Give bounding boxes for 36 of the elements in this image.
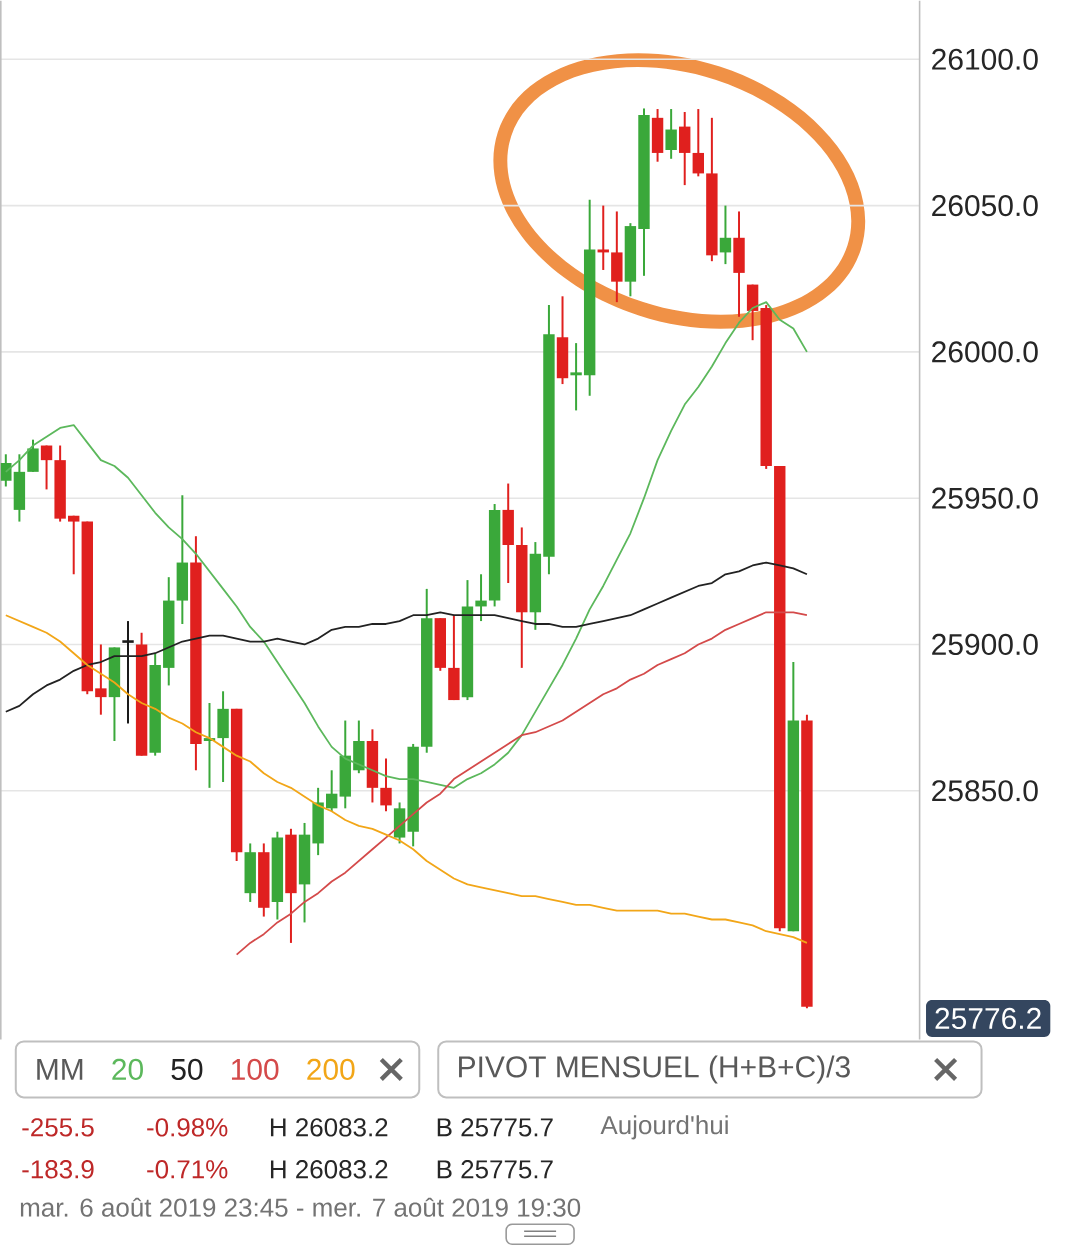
text: 100 <box>231 1058 279 1081</box>
candlestick <box>719 204 731 266</box>
y-tick-label: 25900.0 <box>931 633 1038 656</box>
candlestick <box>0 453 12 488</box>
candlestick <box>665 108 677 160</box>
text: B 25775.7 <box>437 1118 553 1137</box>
text: 25776.2 <box>935 1007 1041 1030</box>
text: 200 <box>307 1058 355 1081</box>
text: mar. 6 août 2019 23:45 - mer. 7 août 2019 19:30 <box>20 1197 580 1217</box>
candlestick <box>475 573 487 623</box>
candlestick <box>692 108 704 178</box>
candlestick <box>570 342 582 412</box>
text: -183.9 <box>22 1160 94 1179</box>
y-tick-label: 25850.0 <box>931 780 1038 802</box>
text: H 26083.2 <box>270 1118 388 1137</box>
text: -0.98% <box>146 1118 228 1137</box>
y-tick-label: 26100.0 <box>931 48 1038 70</box>
candlestick <box>325 769 338 813</box>
candlestick <box>380 757 392 813</box>
candlestick <box>94 643 107 716</box>
text: PIVOT MENSUEL (H+B+C)/3 <box>458 1055 850 1084</box>
candlestick <box>40 444 53 491</box>
legend-title: MM <box>37 1059 83 1080</box>
text: 50 <box>171 1058 203 1081</box>
text: -0.71% <box>146 1160 228 1179</box>
y-tick-label: 26050.0 <box>931 194 1038 217</box>
text: 20 <box>112 1058 143 1081</box>
text: B 25775.7 <box>437 1160 553 1179</box>
text: Aujourd'hui <box>600 1115 728 1140</box>
candlestick <box>27 438 39 473</box>
candlestick <box>67 514 80 576</box>
text: H 26083.2 <box>270 1160 388 1179</box>
candlestick <box>597 204 609 271</box>
y-tick-label: 25950.0 <box>931 487 1038 509</box>
text: -255.5 <box>22 1118 94 1137</box>
y-tick-label: 26000.0 <box>931 341 1038 363</box>
